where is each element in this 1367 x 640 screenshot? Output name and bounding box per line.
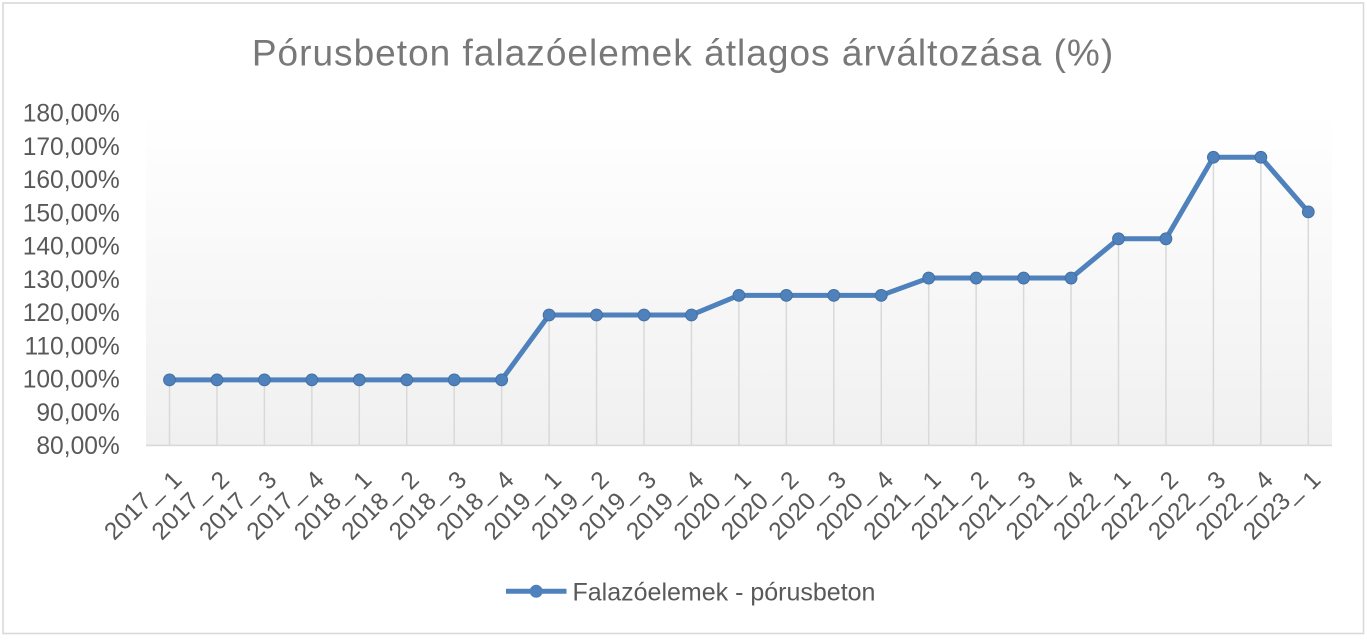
svg-text:170,00%: 170,00%	[23, 134, 120, 161]
svg-text:160,00%: 160,00%	[23, 167, 120, 194]
svg-text:180,00%: 180,00%	[23, 101, 120, 128]
svg-text:140,00%: 140,00%	[23, 234, 120, 261]
svg-text:Falazóelemek - pórusbeton: Falazóelemek - pórusbeton	[573, 578, 876, 606]
svg-text:110,00%: 110,00%	[25, 333, 120, 360]
svg-text:80,00%: 80,00%	[36, 433, 119, 460]
svg-text:150,00%: 150,00%	[23, 200, 120, 227]
svg-text:120,00%: 120,00%	[23, 300, 120, 327]
svg-text:Pórusbeton falazóelemek átlago: Pórusbeton falazóelemek átlagos árváltoz…	[252, 33, 1114, 74]
svg-text:90,00%: 90,00%	[36, 400, 119, 427]
svg-text:100,00%: 100,00%	[23, 367, 120, 394]
svg-text:130,00%: 130,00%	[23, 267, 120, 294]
